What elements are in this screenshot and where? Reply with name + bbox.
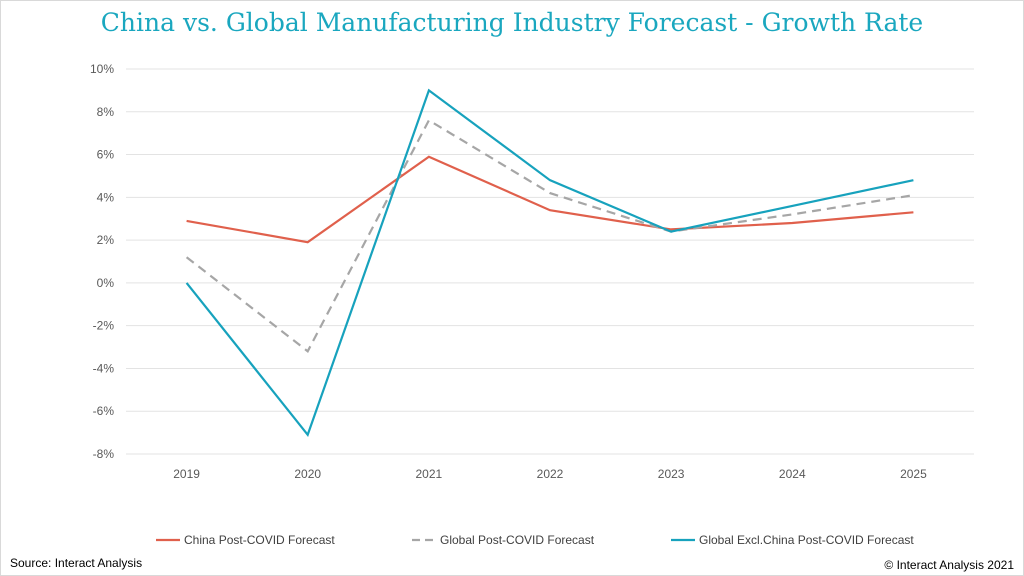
chart-title: China vs. Global Manufacturing Industry … [100,8,924,37]
series-line-1 [186,155,914,244]
x-axis-ticks: 2019 2020 2021 2022 2023 2024 2025 [173,467,927,481]
y-tick-label: -8% [93,447,115,461]
y-tick-label: 4% [97,190,115,204]
y-tick-label: -2% [93,319,115,333]
legend-label: Global Excl.China Post-COVID Forecast [699,533,914,547]
y-tick-label: 8% [97,105,115,119]
series-line-2 [185,118,914,353]
x-tick-label: 2019 [173,467,200,481]
y-tick-label: -4% [93,361,115,375]
gridlines [126,68,974,455]
y-tick-label: 2% [97,233,115,247]
series-lines [185,88,914,438]
legend: China Post-COVID Forecast Global Post-COV… [156,533,914,547]
x-tick-label: 2025 [900,467,927,481]
x-tick-label: 2020 [294,467,321,481]
x-tick-label: 2023 [658,467,685,481]
x-tick-label: 2022 [537,467,564,481]
source-note: Source: Interact Analysis [10,556,143,570]
y-tick-label: 0% [97,276,115,290]
series-line-3 [185,88,914,438]
legend-label: Global Post-COVID Forecast [440,533,595,547]
y-tick-label: 10% [90,62,114,76]
x-tick-label: 2021 [416,467,443,481]
y-axis-ticks: 10% 8% 6% 4% 2% 0% -2% -4% -6% -8% [90,62,114,461]
legend-label: China Post-COVID Forecast [184,533,335,547]
y-tick-label: 6% [97,148,115,162]
y-tick-label: -6% [93,404,115,418]
copyright-note: © Interact Analysis 2021 [884,558,1014,572]
x-tick-label: 2024 [779,467,806,481]
